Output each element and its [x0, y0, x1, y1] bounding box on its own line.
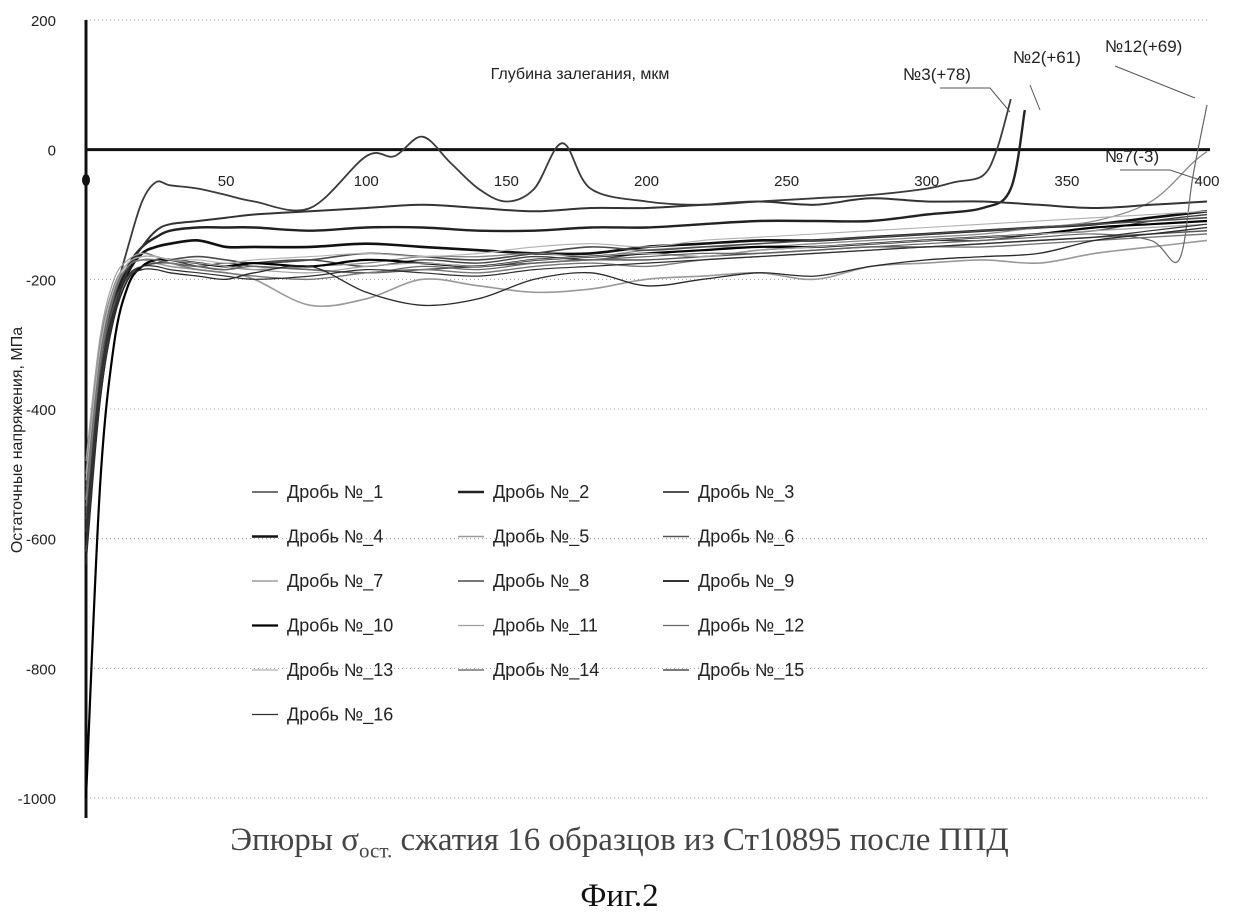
legend-entry: Дробь №_6: [698, 527, 794, 548]
series-line-9: [86, 198, 1207, 532]
annotation-label: №7(-3): [1105, 147, 1159, 166]
annotation-label: №2(+61): [1013, 48, 1081, 67]
y-axis-label: Остаточные напряжения, МПа: [9, 327, 26, 553]
grid: [86, 20, 1207, 798]
x-tick-label: 250: [774, 173, 799, 190]
legend-entry: Дробь №_5: [493, 527, 589, 548]
y-tick-label: 0: [48, 143, 56, 160]
legend-entry: Дробь №_13: [287, 660, 393, 681]
annotation-leader: [1120, 170, 1200, 180]
series-line-13: [86, 211, 1207, 480]
series-line-8: [86, 218, 1207, 552]
series-line-12: [86, 105, 1207, 493]
legend-entry: Дробь №_16: [287, 705, 393, 726]
series-line-6: [86, 231, 1207, 520]
annotation-leader: [1030, 85, 1040, 110]
x-tick-label: 50: [218, 173, 235, 190]
caption-prefix: Эпюры σ: [230, 822, 359, 858]
legend-entry: Дробь №_3: [698, 482, 794, 503]
x-tick-label: 350: [1054, 173, 1079, 190]
legend-entry: Дробь №_7: [287, 571, 383, 592]
y-tick-label: -1000: [18, 791, 56, 808]
series-lines: [86, 99, 1207, 798]
legend-entry: Дробь №_12: [698, 616, 804, 637]
chart-title: Глубина залегания, мкм: [491, 66, 670, 83]
y-tick-label: -600: [26, 532, 56, 549]
x-tick-label: 100: [354, 173, 379, 190]
axes: 200 0 -200 -400 -600 -800 -1000 50 100 150 200 250 3…: [18, 13, 1220, 818]
legend-entry: Дробь №_11: [493, 616, 598, 637]
legend-entry: Дробь №_10: [287, 616, 393, 637]
y-tick-label: -200: [26, 272, 56, 289]
x-tick-label: 200: [634, 173, 659, 190]
annotation-label: №3(+78): [903, 65, 971, 84]
annotation-label: №12(+69): [1105, 37, 1182, 56]
annotation-leader: [940, 88, 1010, 112]
y-tick-label: -400: [26, 402, 56, 419]
legend-entry: Дробь №_14: [493, 660, 599, 681]
legend-entry: Дробь №_15: [698, 660, 804, 681]
annotations: №3(+78) №2(+61) №12(+69) №7(-3): [903, 37, 1200, 180]
caption-suffix: сжатия 16 образцов из Ст10895 после ППД: [392, 822, 1009, 858]
legend-entry: Дробь №_1: [287, 482, 383, 503]
legend-entry: Дробь №_4: [287, 527, 383, 548]
series-line-10: [86, 221, 1207, 798]
x-tick-label: 400: [1194, 173, 1219, 190]
x-tick-label: 150: [494, 173, 519, 190]
origin-marker: [82, 174, 90, 186]
legend-entry: Дробь №_2: [493, 482, 589, 503]
legend-entry: Дробь №_8: [493, 571, 589, 592]
caption-subscript: ост.: [359, 839, 392, 863]
legend: Дробь №_1 Дробь №_2 Дробь №_3 Дробь №_4 Дроб…: [252, 482, 804, 726]
series-line-7: [86, 152, 1207, 474]
y-tick-label: -800: [26, 661, 56, 678]
series-line-14: [86, 234, 1207, 506]
y-tick-label: 200: [31, 13, 56, 30]
legend-entry: Дробь №_9: [698, 571, 794, 592]
figure-caption: Эпюры σост. сжатия 16 образцов из Ст1089…: [0, 822, 1239, 864]
series-line-15: [86, 228, 1207, 565]
annotation-leader: [1115, 66, 1195, 98]
figure-label: Фиг.2: [0, 878, 1239, 915]
